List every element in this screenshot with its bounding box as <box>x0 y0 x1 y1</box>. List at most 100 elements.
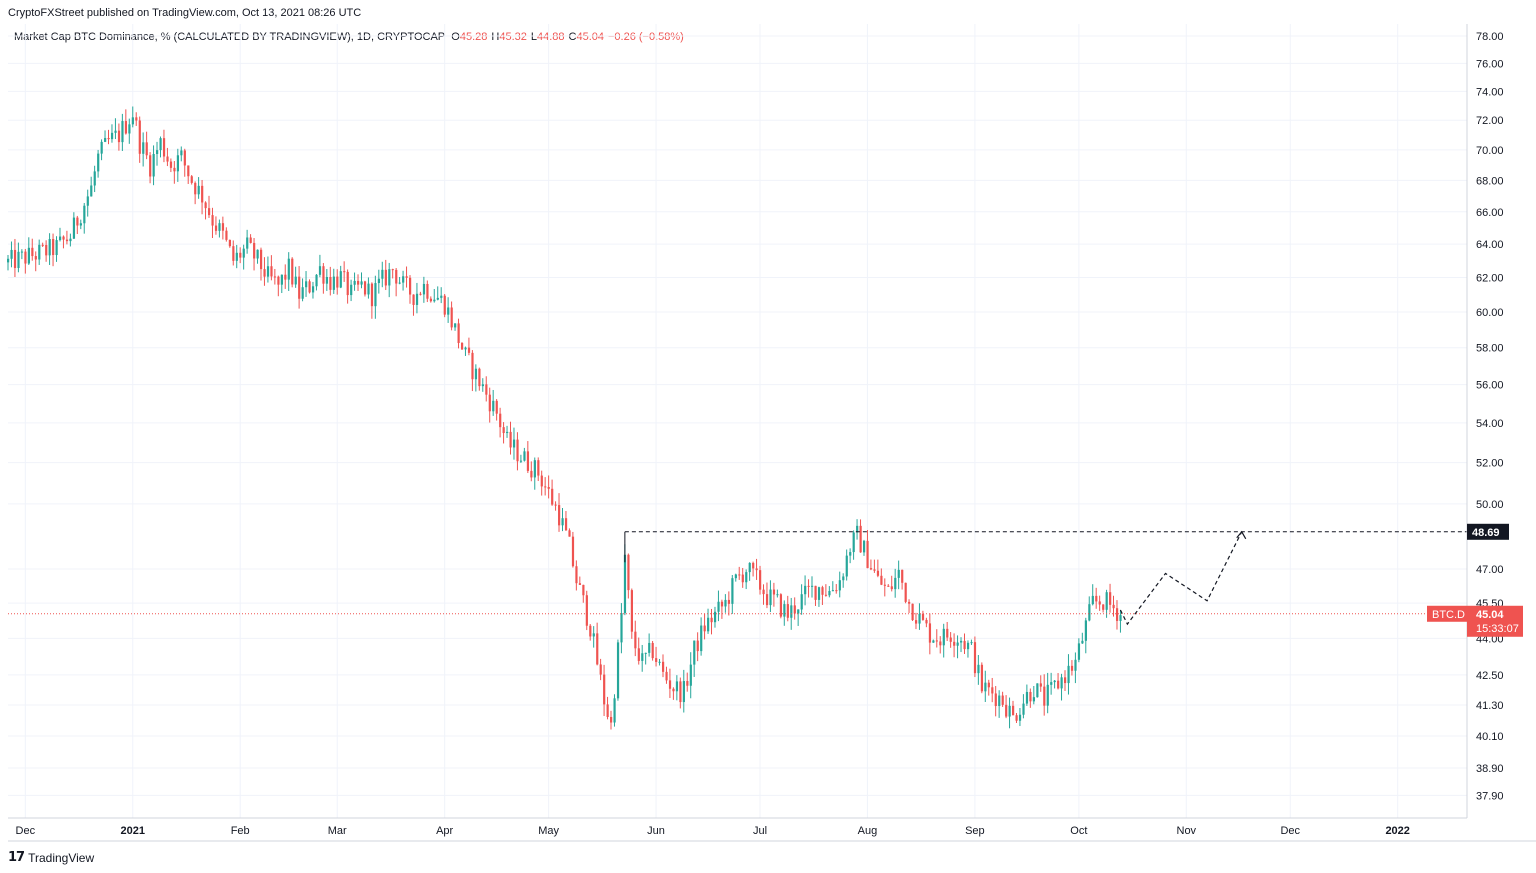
candle-body <box>838 580 841 591</box>
candle-body <box>187 165 190 177</box>
candle-body <box>204 202 207 209</box>
candle-body <box>779 594 783 617</box>
candle-body <box>610 716 613 723</box>
last-price-tag: 45.04 <box>1476 609 1504 621</box>
candle-body <box>1001 695 1004 705</box>
candle-body <box>72 217 76 239</box>
candle-body <box>474 368 478 380</box>
candle-body <box>544 486 547 488</box>
candle-body <box>69 238 72 242</box>
candle-body <box>235 252 238 261</box>
candle-body <box>738 574 741 576</box>
candle-body <box>852 532 855 553</box>
candle-body <box>980 664 984 692</box>
candle-body <box>939 641 942 646</box>
candle-body <box>225 230 228 240</box>
candle-body <box>887 585 890 587</box>
candle-body <box>894 577 897 590</box>
legend-close-value: 45.04 <box>576 31 604 43</box>
candle-body <box>551 488 554 505</box>
y-tick-label: 58.00 <box>1476 343 1504 355</box>
x-tick-label: May <box>538 825 559 837</box>
candle-body <box>540 475 543 487</box>
candle-body <box>797 609 800 614</box>
candle-body <box>578 583 582 585</box>
candle-body <box>363 281 367 295</box>
candle-body <box>360 281 363 285</box>
candle-body <box>596 633 599 665</box>
candle-body <box>318 266 322 275</box>
candle-body <box>471 352 474 380</box>
candle-body <box>603 674 606 705</box>
candle-body <box>83 205 86 224</box>
candle-body <box>100 141 103 154</box>
y-tick-label: 52.00 <box>1476 458 1504 470</box>
candle-body <box>710 617 713 623</box>
candle-body <box>1008 705 1011 717</box>
candle-body <box>921 613 925 620</box>
candle-body <box>1119 615 1122 621</box>
candle-body <box>558 505 561 526</box>
candle-body <box>433 299 436 302</box>
candle-body <box>422 283 426 295</box>
candle-body <box>443 295 446 315</box>
candle-body <box>1088 604 1091 621</box>
candle-body <box>859 525 862 553</box>
candle-body <box>1060 677 1063 689</box>
candle-body <box>346 271 349 296</box>
resistance-label-bg <box>1467 523 1509 540</box>
candle-body <box>512 439 516 448</box>
candle-body <box>949 637 952 642</box>
price-axis: 78.00 76.00 74.00 72.00 70.00 68.00 66.00 64.00… <box>1427 24 1523 818</box>
candle-body <box>623 554 627 614</box>
candle-body <box>301 287 304 299</box>
candle-body <box>173 167 176 172</box>
legend-low-label: L <box>530 31 537 43</box>
candle-body <box>1050 682 1053 685</box>
candle-body <box>180 150 183 156</box>
candle-body <box>800 594 803 610</box>
candle-body <box>353 280 356 285</box>
candle-body <box>561 518 564 526</box>
candle-body <box>533 460 536 478</box>
last-price-tag-bg <box>1467 605 1523 637</box>
candle-body <box>464 347 467 350</box>
y-tick-label: 40.10 <box>1476 731 1504 743</box>
candle-body <box>311 286 315 293</box>
candle-body <box>627 554 630 591</box>
candle-body <box>741 574 744 583</box>
x-tick-label: Oct <box>1070 825 1087 837</box>
candle-body <box>651 642 654 659</box>
y-tick-label: 66.00 <box>1476 207 1504 219</box>
candle-body <box>987 682 990 688</box>
x-tick-label: 2021 <box>121 825 145 837</box>
candle-body <box>467 347 471 353</box>
candle-body <box>752 562 755 569</box>
candle-body <box>960 640 963 643</box>
candle-body <box>1109 592 1112 605</box>
candle-body <box>696 640 699 652</box>
candle-body <box>908 601 911 604</box>
candle-body <box>1012 705 1015 716</box>
candle-body <box>765 594 769 606</box>
candle-body <box>873 569 876 571</box>
candle-body <box>845 555 848 577</box>
candle-body <box>152 153 155 177</box>
candle-body <box>953 641 956 646</box>
time-axis: Dec 2021 Feb Mar Apr May Jun Jul Aug Sep Oct Nov Dec… <box>8 817 1536 842</box>
y-tick-label: 47.00 <box>1476 564 1504 576</box>
candle-body <box>668 680 672 689</box>
candle-body <box>62 236 65 240</box>
candle-body <box>724 599 727 607</box>
candle-body <box>849 552 852 556</box>
candle-body <box>55 240 58 256</box>
candle-body <box>661 661 665 672</box>
candle-body <box>429 298 432 302</box>
candle-body <box>679 681 682 703</box>
candle-body <box>398 282 401 284</box>
candle-body <box>24 251 27 264</box>
candle-body <box>876 570 880 576</box>
candle-body <box>232 246 235 261</box>
candle-body <box>963 640 966 650</box>
